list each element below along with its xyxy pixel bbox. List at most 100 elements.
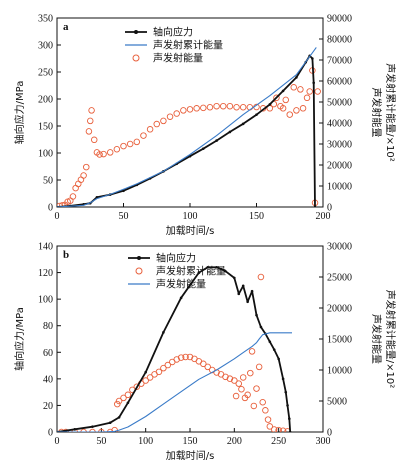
data-point — [266, 423, 274, 430]
y-right-tick-label: 80000 — [327, 35, 352, 46]
y-left-tick-label: 120 — [38, 268, 53, 279]
y-left-tick-label: 40 — [43, 374, 53, 385]
data-point — [80, 428, 87, 432]
data-point — [146, 126, 154, 133]
y-left-tick-label: 100 — [38, 149, 53, 160]
data-point — [133, 138, 141, 146]
data-point — [206, 265, 210, 269]
legend-label: 轴向应力 — [153, 26, 193, 39]
data-point — [306, 88, 313, 95]
data-point — [313, 205, 317, 207]
series-markers-轴向应力 — [57, 265, 292, 432]
data-point — [241, 284, 245, 288]
data-point — [124, 391, 132, 399]
data-point — [215, 139, 218, 142]
y-right-tick-label: 10000 — [327, 182, 352, 193]
x-tick-label: 200 — [227, 436, 242, 447]
y-left-tick-label: 140 — [38, 242, 53, 253]
series-line-轴向应力 — [57, 266, 292, 432]
y-right-axis-label-line2: 声发射累计能量/×10² — [384, 63, 397, 161]
data-point — [160, 117, 167, 125]
data-point — [117, 416, 121, 419]
y-left-tick-label: 60 — [43, 348, 53, 359]
data-point — [277, 357, 280, 361]
x-tick-label: 200 — [316, 211, 331, 222]
data-point — [77, 176, 85, 183]
data-point — [286, 404, 289, 407]
chart-panel-a: 0 50 100 150 2000501001502002503003500100002… — [13, 14, 397, 238]
data-point — [224, 269, 227, 273]
data-point — [162, 331, 165, 334]
data-point — [164, 361, 172, 369]
y-right-axis-label-line1: 声发射能量 — [370, 314, 383, 364]
legend-swatch-circle — [135, 267, 143, 275]
legend-swatch-circle — [132, 54, 140, 62]
data-point — [206, 103, 214, 111]
data-point — [257, 273, 265, 281]
y-left-tick-label: 100 — [38, 295, 53, 306]
data-point — [62, 428, 70, 432]
data-point — [179, 296, 183, 300]
data-point — [288, 417, 291, 421]
data-point — [268, 103, 272, 106]
data-point — [188, 154, 192, 158]
data-point — [226, 102, 234, 110]
data-point — [106, 428, 114, 432]
y-left-tick-label: 350 — [38, 14, 53, 25]
y-right-tick-label: 70000 — [327, 56, 352, 67]
series-line-声发射累计能量 — [57, 47, 317, 207]
data-point — [232, 392, 240, 400]
data-point — [114, 400, 121, 408]
data-point — [241, 122, 245, 126]
y-left-axis-label: 轴向应力/MPa — [13, 81, 26, 145]
data-point — [113, 145, 121, 153]
data-point — [295, 76, 298, 79]
data-point — [239, 374, 247, 381]
data-point — [246, 300, 249, 304]
data-point — [200, 360, 207, 368]
y-right-tick-label: 15000 — [327, 335, 352, 346]
legend-label: 轴向应力 — [156, 252, 196, 265]
data-point — [264, 416, 272, 423]
data-point — [133, 383, 141, 390]
data-point — [255, 113, 258, 116]
data-point — [250, 289, 254, 293]
data-point — [186, 106, 194, 113]
data-point — [146, 374, 154, 381]
y-left-tick-label: 20 — [43, 401, 53, 412]
y-right-tick-label: 5000 — [327, 397, 347, 408]
data-point — [80, 172, 87, 179]
data-point — [180, 107, 187, 114]
data-point — [272, 348, 276, 351]
y-left-tick-label: 50 — [43, 176, 53, 187]
data-point — [160, 364, 167, 372]
y-left-axis-label: 轴向应力/MPa — [13, 307, 26, 371]
data-point — [98, 428, 105, 432]
series-markers-轴向应力 — [57, 54, 317, 207]
x-tick-label: 50 — [119, 211, 129, 222]
data-point — [282, 96, 290, 104]
data-point — [173, 356, 180, 363]
x-axis-label: 加载时间/s — [166, 449, 215, 462]
data-point — [239, 103, 247, 111]
data-point — [182, 353, 189, 361]
data-point — [290, 84, 297, 91]
y-right-tick-label: 40000 — [327, 119, 352, 130]
y-left-tick-label: 200 — [38, 95, 53, 106]
data-point — [155, 368, 163, 376]
chart-panel-b: 0 50 100 150 200 250 3000204060801001201400500… — [13, 242, 397, 463]
series-line-轴向应力 — [57, 54, 316, 207]
legend-label: 声发射累计能量 — [153, 39, 223, 52]
data-point — [177, 354, 185, 361]
data-point — [281, 89, 285, 93]
x-tick-label: 0 — [55, 436, 60, 447]
data-point — [228, 130, 232, 134]
y-right-tick-label: 30000 — [327, 242, 352, 253]
data-point — [312, 81, 315, 85]
data-point — [204, 363, 211, 371]
data-point — [90, 136, 98, 144]
data-point — [279, 427, 287, 432]
